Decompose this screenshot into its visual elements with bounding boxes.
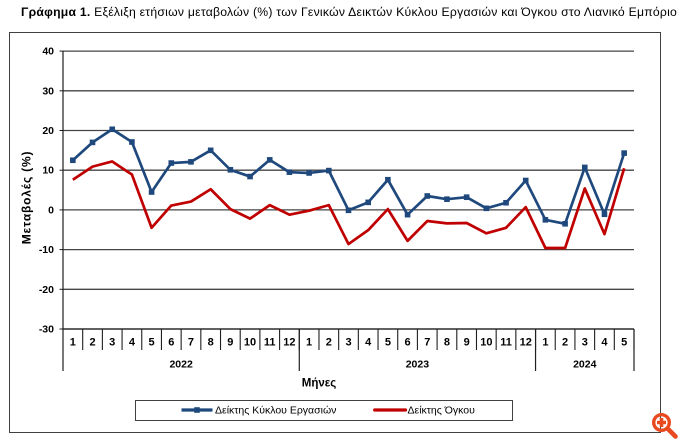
svg-text:7: 7 bbox=[188, 337, 194, 349]
svg-text:2: 2 bbox=[326, 337, 332, 349]
svg-text:2024: 2024 bbox=[573, 359, 597, 371]
svg-text:9: 9 bbox=[227, 337, 233, 349]
svg-text:8: 8 bbox=[208, 337, 214, 349]
svg-text:2: 2 bbox=[562, 337, 568, 349]
svg-text:12: 12 bbox=[283, 337, 295, 349]
svg-text:11: 11 bbox=[264, 337, 276, 349]
svg-text:6: 6 bbox=[168, 337, 174, 349]
svg-text:30: 30 bbox=[42, 85, 54, 97]
svg-text:12: 12 bbox=[520, 337, 532, 349]
svg-text:3: 3 bbox=[582, 337, 588, 349]
svg-text:3: 3 bbox=[109, 337, 115, 349]
svg-text:0: 0 bbox=[48, 204, 54, 216]
svg-text:11: 11 bbox=[500, 337, 512, 349]
svg-text:10: 10 bbox=[244, 337, 256, 349]
svg-text:5: 5 bbox=[149, 337, 155, 349]
svg-text:8: 8 bbox=[444, 337, 450, 349]
svg-text:2: 2 bbox=[89, 337, 95, 349]
svg-text:-30: -30 bbox=[39, 324, 54, 336]
svg-text:2023: 2023 bbox=[406, 359, 430, 371]
svg-text:Μήνες: Μήνες bbox=[302, 378, 336, 390]
svg-text:2022: 2022 bbox=[169, 359, 193, 371]
svg-text:4: 4 bbox=[365, 337, 372, 349]
svg-text:Μεταβολές (%): Μεταβολές (%) bbox=[20, 151, 34, 244]
svg-text:1: 1 bbox=[542, 337, 548, 349]
svg-text:3: 3 bbox=[345, 337, 351, 349]
svg-text:10: 10 bbox=[480, 337, 492, 349]
svg-text:1: 1 bbox=[70, 337, 76, 349]
svg-text:Δείκτης Κύκλου Εργασιών: Δείκτης Κύκλου Εργασιών bbox=[215, 405, 336, 417]
svg-text:5: 5 bbox=[385, 337, 391, 349]
svg-text:4: 4 bbox=[129, 337, 136, 349]
svg-text:9: 9 bbox=[464, 337, 470, 349]
svg-text:4: 4 bbox=[601, 337, 608, 349]
svg-text:6: 6 bbox=[405, 337, 411, 349]
svg-text:-20: -20 bbox=[39, 284, 54, 296]
svg-text:40: 40 bbox=[42, 46, 54, 58]
svg-text:1: 1 bbox=[306, 337, 312, 349]
svg-text:20: 20 bbox=[42, 125, 54, 137]
svg-text:Δείκτης Όγκου: Δείκτης Όγκου bbox=[408, 405, 476, 417]
svg-text:10: 10 bbox=[42, 165, 54, 177]
svg-text:7: 7 bbox=[424, 337, 430, 349]
svg-text:5: 5 bbox=[621, 337, 627, 349]
svg-text:-10: -10 bbox=[39, 244, 54, 256]
